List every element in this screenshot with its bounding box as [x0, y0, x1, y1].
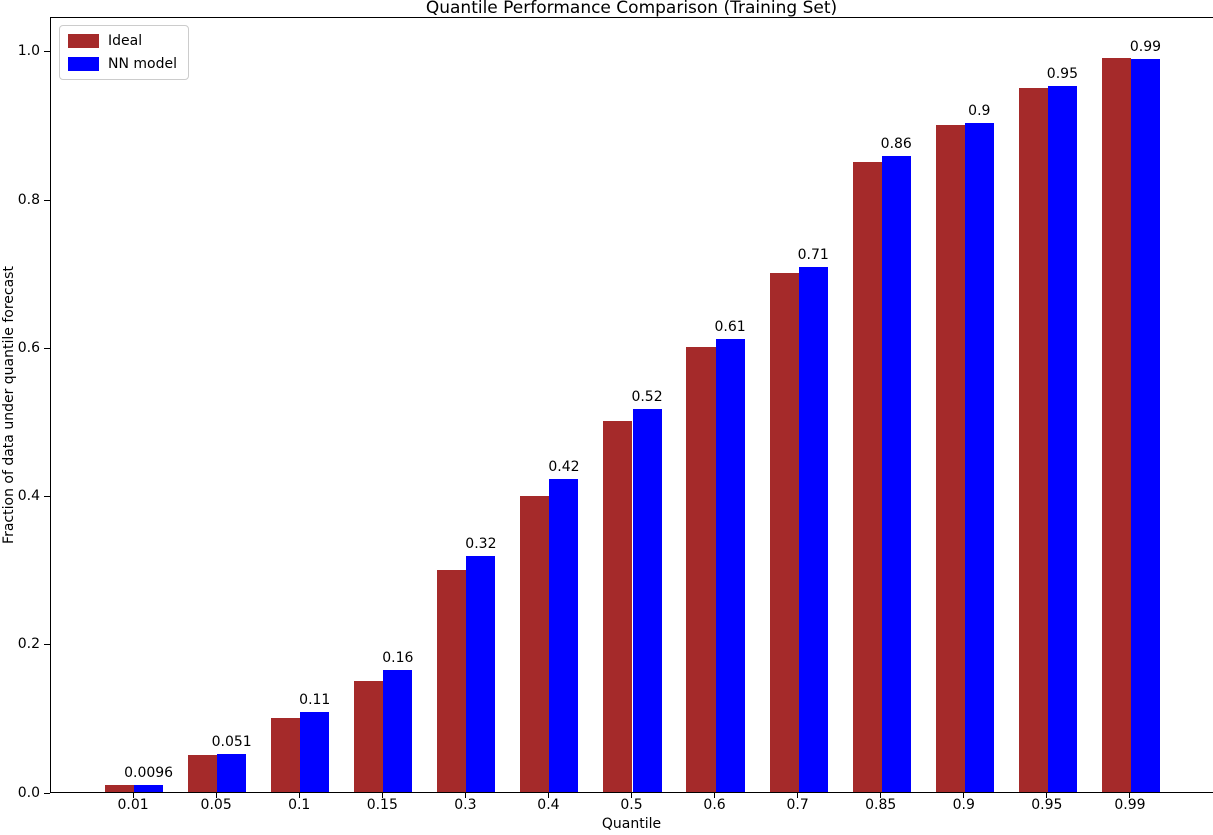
legend-item-nn-model: NN model	[68, 56, 177, 72]
x-tick	[547, 793, 549, 798]
bar-nn-model	[383, 670, 413, 792]
y-tick-label: 0.6	[17, 339, 40, 356]
x-tick-label: 0.01	[117, 797, 149, 813]
bar-ideal	[354, 680, 384, 792]
bar-value-label: 0.16	[382, 650, 414, 667]
y-tick-label: 0.4	[17, 488, 40, 505]
bar-nn-model	[964, 122, 994, 792]
x-tick	[298, 793, 300, 798]
x-tick	[714, 793, 716, 798]
bar-nn-model	[217, 754, 247, 792]
x-tick-label: 0.3	[454, 797, 477, 813]
x-tick	[797, 793, 799, 798]
legend-label-ideal: Ideal	[108, 33, 143, 49]
x-tick-label: 0.05	[200, 797, 232, 813]
y-tick	[44, 199, 50, 201]
bar-ideal	[686, 347, 716, 792]
bar-value-label: 0.9	[968, 102, 991, 119]
bar-ideal	[520, 495, 550, 792]
bar-nn-model	[798, 266, 828, 792]
bar-ideal	[852, 162, 882, 792]
y-tick	[44, 347, 50, 349]
legend-swatch-ideal-icon	[68, 34, 99, 48]
bar-nn-model	[134, 784, 164, 792]
y-tick	[44, 792, 50, 794]
bar-nn-model	[1130, 58, 1160, 792]
bar-nn-model	[715, 339, 745, 792]
bar-ideal	[1101, 58, 1131, 792]
x-tick-label: 0.1	[288, 797, 311, 813]
bar-ideal	[188, 754, 218, 792]
plot-area: Ideal NN model 0.0096 0.051 0.11 0.16 0.32 0.…	[50, 17, 1213, 793]
bar-ideal	[1018, 87, 1048, 792]
bar-value-label: 0.0096	[124, 764, 174, 781]
bar-ideal	[104, 784, 135, 792]
x-tick-label: 0.95	[1031, 797, 1063, 813]
x-tick	[215, 793, 217, 798]
x-tick	[1046, 793, 1048, 798]
bar-value-label: 0.71	[797, 246, 829, 263]
x-tick-label: 0.15	[366, 797, 398, 813]
y-tick	[44, 51, 50, 53]
bar-value-label: 0.95	[1046, 66, 1078, 83]
bar-nn-model	[1047, 86, 1077, 792]
legend-item-ideal: Ideal	[68, 33, 177, 49]
y-tick-label: 0.0	[17, 784, 40, 801]
bar-ideal	[769, 273, 799, 792]
y-tick	[44, 496, 50, 498]
bar-value-label: 0.61	[714, 319, 746, 336]
bar-ideal	[603, 421, 633, 792]
y-tick-label: 0.2	[17, 636, 40, 653]
bar-ideal	[271, 717, 301, 792]
bar-ideal	[935, 124, 965, 792]
x-tick	[880, 793, 882, 798]
legend-swatch-nn-model-icon	[68, 57, 99, 71]
legend-label-nn-model: NN model	[108, 56, 177, 72]
x-tick-label: 0.4	[537, 797, 560, 813]
x-axis-label: Quantile	[601, 816, 662, 832]
y-tick-label: 1.0	[17, 43, 40, 60]
x-tick	[381, 793, 383, 798]
y-tick-label: 0.8	[17, 191, 40, 208]
bar-nn-model	[466, 555, 496, 792]
x-tick	[1129, 793, 1131, 798]
chart-title: Quantile Performance Comparison (Trainin…	[425, 0, 838, 18]
x-tick-label: 0.9	[952, 797, 975, 813]
bar-value-label: 0.99	[1129, 38, 1162, 55]
bar-nn-model	[632, 408, 662, 792]
x-tick	[631, 793, 632, 798]
x-tick-label: 0.6	[703, 797, 726, 813]
bar-value-label: 0.42	[548, 459, 580, 476]
bar-ideal	[437, 569, 467, 792]
bar-nn-model	[881, 156, 911, 792]
bar-value-label: 0.32	[465, 535, 497, 552]
x-tick-label: 0.5	[620, 797, 643, 813]
bar-nn-model	[549, 479, 579, 792]
x-tick	[464, 793, 466, 798]
bar-value-label: 0.11	[299, 691, 331, 708]
bar-value-label: 0.86	[880, 136, 912, 153]
x-tick-label: 0.85	[865, 797, 897, 813]
y-tick	[44, 644, 50, 646]
x-tick	[132, 793, 134, 798]
x-tick-label: 0.99	[1114, 797, 1146, 813]
bar-value-label: 0.52	[631, 388, 663, 405]
legend: Ideal NN model	[59, 25, 189, 80]
x-tick	[963, 793, 965, 798]
x-tick-label: 0.7	[786, 797, 809, 813]
bar-value-label: 0.051	[211, 734, 252, 751]
bar-nn-model	[300, 711, 330, 792]
